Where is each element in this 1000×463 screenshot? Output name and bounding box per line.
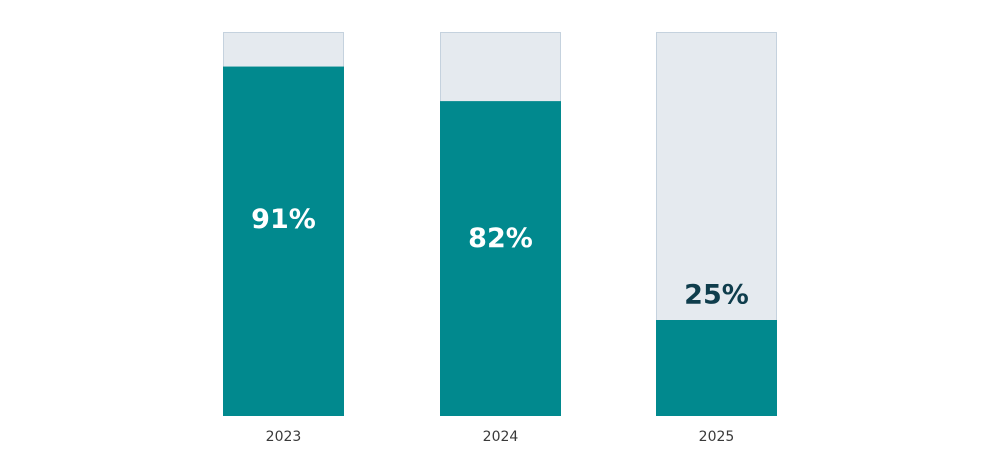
category-label-2025: 2025 bbox=[699, 429, 735, 445]
value-label-2024: 82% bbox=[468, 223, 533, 254]
category-label-2024: 2024 bbox=[483, 429, 519, 445]
bar-2024 bbox=[440, 101, 561, 417]
bar-2025 bbox=[656, 320, 777, 416]
category-label-2023: 2023 bbox=[266, 429, 302, 445]
bar-2023 bbox=[223, 66, 344, 416]
value-label-2023: 91% bbox=[251, 204, 316, 235]
value-label-2025: 25% bbox=[684, 280, 749, 311]
